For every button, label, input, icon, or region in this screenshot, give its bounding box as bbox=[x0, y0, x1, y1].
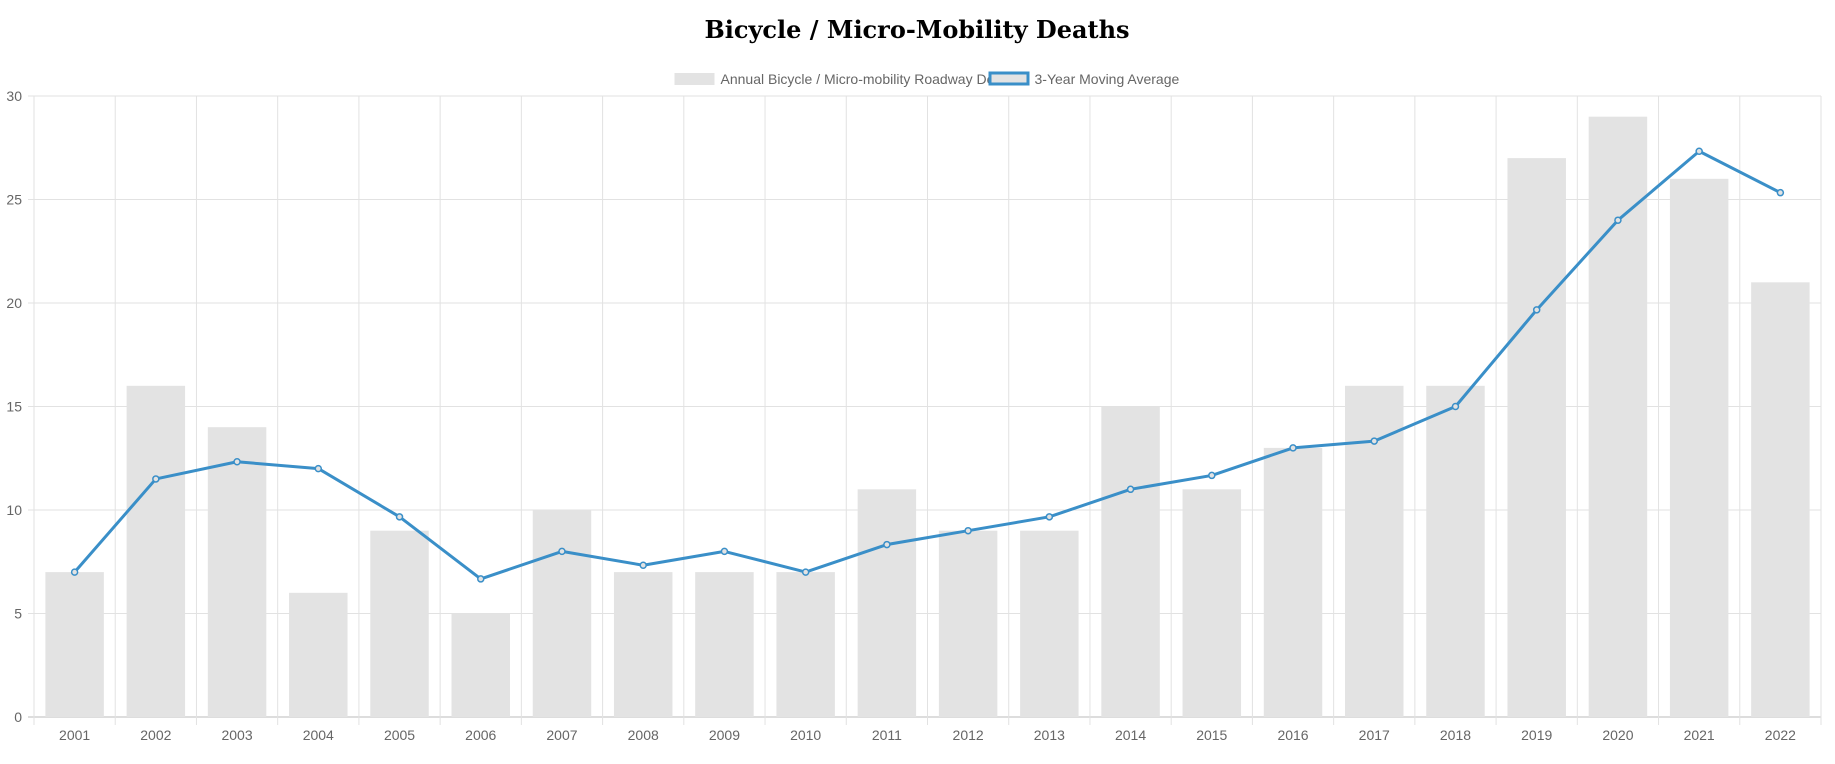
x-tick-label: 2010 bbox=[790, 727, 821, 743]
moving-average-point bbox=[1614, 216, 1622, 224]
bar bbox=[1263, 447, 1323, 717]
moving-average-point bbox=[720, 547, 729, 556]
x-tick-label: 2001 bbox=[59, 727, 90, 743]
moving-average-point bbox=[1532, 306, 1541, 314]
bar bbox=[1588, 116, 1648, 717]
x-tick-label: 2017 bbox=[1359, 727, 1390, 743]
x-tick-label: 2021 bbox=[1684, 727, 1715, 743]
x-tick-label: 2009 bbox=[709, 727, 740, 743]
moving-average-point bbox=[233, 458, 241, 466]
x-tick-label: 2013 bbox=[1034, 727, 1065, 743]
moving-average-point bbox=[883, 540, 891, 549]
bar bbox=[613, 572, 673, 717]
bar bbox=[938, 530, 998, 717]
x-tick-label: 2005 bbox=[384, 727, 415, 743]
moving-average-point bbox=[801, 568, 810, 576]
y-tick-label: 30 bbox=[6, 88, 22, 104]
bar bbox=[857, 489, 917, 717]
bar bbox=[1101, 406, 1160, 717]
bar bbox=[126, 385, 186, 717]
legend: Annual Bicycle / Micro-mobility Roadway … bbox=[674, 71, 1180, 87]
bar bbox=[45, 572, 104, 717]
legend-label-annual-deaths: Annual Bicycle / Micro-mobility Roadway … bbox=[721, 71, 1021, 87]
y-tick-label: 0 bbox=[14, 709, 22, 725]
bar bbox=[451, 613, 510, 717]
moving-average-point bbox=[1451, 402, 1460, 411]
x-tick-label: 2022 bbox=[1765, 727, 1796, 743]
moving-average-point bbox=[70, 568, 79, 576]
moving-average-line bbox=[70, 147, 1785, 583]
moving-average-point bbox=[1776, 188, 1785, 197]
x-tick-label: 2008 bbox=[628, 727, 659, 743]
moving-average-point bbox=[314, 464, 323, 473]
moving-average-path bbox=[73, 149, 1782, 581]
legend-label-moving-average: 3-Year Moving Average bbox=[1035, 71, 1180, 87]
bar bbox=[695, 572, 754, 717]
x-tick-label: 2018 bbox=[1440, 727, 1471, 743]
moving-average-point bbox=[1289, 444, 1297, 452]
bar bbox=[1426, 385, 1485, 717]
y-tick-label: 15 bbox=[6, 399, 22, 415]
x-tick-label: 2004 bbox=[303, 727, 334, 743]
moving-average-point bbox=[152, 475, 160, 483]
chart-title: Bicycle / Micro-Mobility Deaths bbox=[704, 15, 1129, 44]
bar bbox=[532, 510, 592, 717]
bar bbox=[289, 592, 348, 717]
y-tick-label: 20 bbox=[6, 295, 22, 311]
bar bbox=[1020, 530, 1079, 717]
x-tick-label: 2014 bbox=[1115, 727, 1146, 743]
bar bbox=[1182, 489, 1242, 717]
x-tick-label: 2006 bbox=[465, 727, 496, 743]
bar bbox=[1345, 385, 1404, 717]
moving-average-point bbox=[1370, 437, 1378, 445]
moving-average-point bbox=[1126, 485, 1135, 494]
x-tick-label: 2019 bbox=[1521, 727, 1552, 743]
axes: 0 5 10 15 20 25 30 2001 2002 2003 2004 2005 2006 2007… bbox=[6, 88, 1796, 743]
x-tick-label: 2002 bbox=[140, 727, 171, 743]
moving-average-point bbox=[639, 561, 647, 570]
legend-swatch-annual-deaths bbox=[674, 73, 715, 85]
legend-swatch-moving-average bbox=[988, 71, 1030, 86]
moving-average-point bbox=[1045, 513, 1054, 521]
x-tick-label: 2011 bbox=[872, 727, 902, 743]
moving-average-point bbox=[477, 575, 485, 583]
moving-average-point bbox=[1208, 471, 1216, 480]
bar bbox=[1669, 178, 1729, 718]
bar bbox=[370, 530, 429, 717]
bar bbox=[1751, 282, 1810, 717]
bar bbox=[1507, 158, 1566, 718]
y-tick-label: 10 bbox=[6, 502, 22, 518]
x-tick-label: 2015 bbox=[1196, 727, 1227, 743]
x-tick-label: 2007 bbox=[546, 727, 577, 743]
bar bbox=[207, 427, 267, 717]
grid bbox=[28, 95, 1822, 725]
x-tick-label: 2003 bbox=[221, 727, 252, 743]
moving-average-point bbox=[395, 513, 404, 521]
bars bbox=[45, 116, 1810, 718]
y-tick-label: 5 bbox=[14, 606, 22, 622]
moving-average-point bbox=[964, 526, 972, 535]
x-tick-label: 2012 bbox=[953, 727, 984, 743]
x-tick-label: 2020 bbox=[1602, 727, 1633, 743]
bar bbox=[776, 572, 835, 717]
y-tick-label: 25 bbox=[6, 192, 22, 208]
moving-average-point bbox=[1695, 147, 1703, 156]
x-tick-label: 2016 bbox=[1277, 727, 1308, 743]
moving-average-point bbox=[558, 547, 566, 556]
